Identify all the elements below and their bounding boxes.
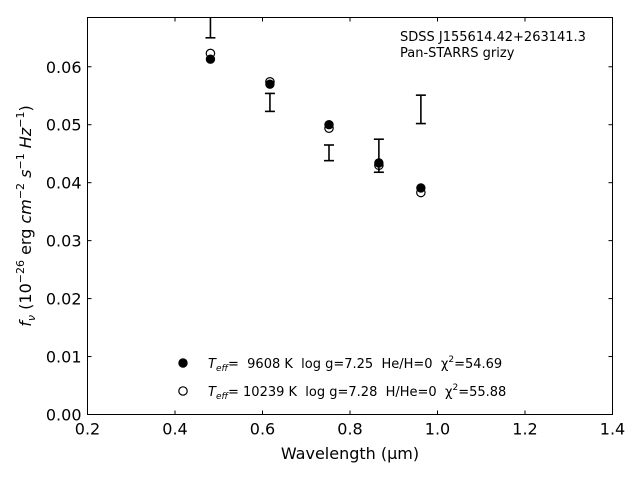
x-tick-label: 0.6 — [250, 420, 275, 439]
legend-marker-open — [178, 386, 188, 396]
y-tick-label: 0.03 — [46, 232, 82, 251]
legend-label-1: Teff= 10239 K log g=7.28 H/He=0 χ2=55.88 — [208, 383, 506, 402]
error-bar — [324, 144, 334, 162]
y-tick-label: 0.00 — [46, 406, 82, 425]
y-tick-label: 0.02 — [46, 290, 82, 309]
x-tick-label: 1.4 — [600, 420, 625, 439]
x-tick-label: 0.2 — [75, 420, 100, 439]
model-point-open — [374, 160, 384, 171]
model-point-filled — [324, 120, 334, 130]
y-tick-label: 0.01 — [46, 348, 82, 367]
y-axis-label: fν (10−26 erg cm−2 s−1 Hz−1) — [14, 105, 38, 326]
model-point-open — [324, 123, 334, 133]
model-point-open — [416, 187, 426, 198]
x-axis-ticks: 0.2 0.4 0.6 0.8 1.0 1.2 1.4 — [75, 17, 625, 439]
model-point-open — [265, 77, 275, 87]
model-point-open — [205, 48, 216, 59]
y-tick-label: 0.06 — [46, 58, 82, 77]
y-tick-label: 0.05 — [46, 116, 82, 135]
error-bar — [205, 17, 216, 39]
error-bar — [264, 92, 275, 113]
x-tick-label: 0.8 — [337, 420, 362, 439]
x-axis-label: Wavelength (μm) — [281, 444, 419, 463]
legend-label-0: Teff= 9608 K log g=7.25 He/H=0 χ2=54.69 — [208, 355, 502, 374]
y-axis-ticks: 0.00 0.01 0.02 0.03 0.04 0.05 0.06 — [46, 58, 613, 425]
annotation-survey: Pan-STARRS grizy — [400, 46, 515, 61]
x-tick-label: 1.0 — [425, 420, 450, 439]
plot-area — [87, 17, 613, 415]
model-points — [205, 48, 426, 198]
error-bar — [415, 94, 426, 125]
legend: Teff= 9608 K log g=7.25 He/H=0 χ2=54.69 … — [178, 355, 506, 402]
x-tick-label: 1.2 — [512, 420, 537, 439]
legend-marker-filled — [178, 358, 188, 368]
annotation-object-name: SDSS J155614.42+263141.3 — [400, 30, 586, 45]
x-tick-label: 0.4 — [162, 420, 187, 439]
y-tick-label: 0.04 — [46, 174, 82, 193]
